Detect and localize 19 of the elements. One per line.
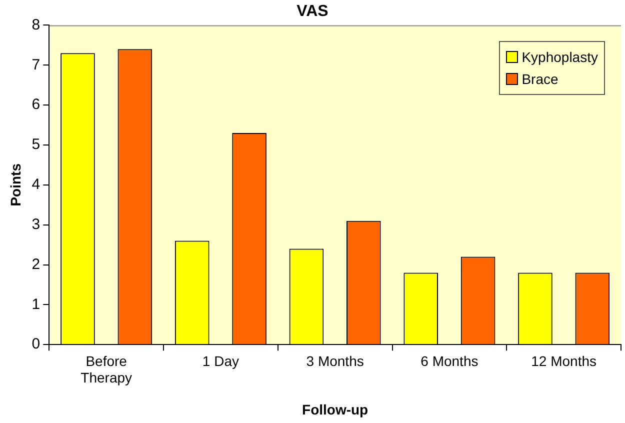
x-tick-label: Before Therapy <box>80 352 132 386</box>
y-tick-label: 4 <box>32 176 40 194</box>
y-tick-label: 3 <box>32 216 40 233</box>
x-tick-label: 6 Months <box>420 352 478 369</box>
y-tick-label: 0 <box>32 336 40 353</box>
x-axis-title: Follow-up <box>302 401 368 418</box>
x-tick-label: 12 Months <box>531 352 596 369</box>
y-tick-label: 2 <box>32 256 40 273</box>
legend-label: Brace <box>520 70 560 90</box>
y-tick-label: 6 <box>32 96 40 114</box>
chart-title: VAS <box>296 3 329 20</box>
x-tick-label: 1 Day <box>202 352 239 369</box>
y-tick-label: 7 <box>32 56 40 74</box>
y-tick-label: 8 <box>32 16 40 34</box>
y-tick-label: 1 <box>32 296 40 313</box>
legend-label: Kyphoplasty <box>520 48 598 68</box>
x-tick-label: 3 Months <box>306 352 364 369</box>
y-tick-label: 5 <box>32 136 40 154</box>
y-axis-title: Points <box>7 163 24 206</box>
